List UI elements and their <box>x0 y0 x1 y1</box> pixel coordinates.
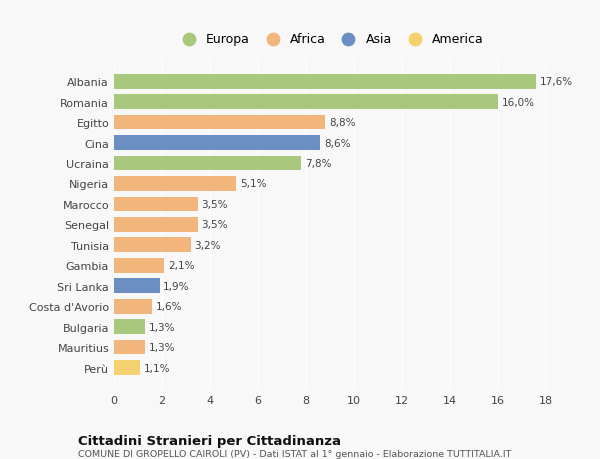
Text: 3,5%: 3,5% <box>202 220 228 230</box>
Bar <box>114 218 198 232</box>
Text: 1,3%: 1,3% <box>149 322 175 332</box>
Bar <box>114 116 325 130</box>
Bar <box>114 258 164 273</box>
Bar <box>114 75 536 90</box>
Bar <box>114 157 301 171</box>
Bar <box>114 238 191 252</box>
Text: 1,3%: 1,3% <box>149 342 175 353</box>
Bar <box>114 340 145 355</box>
Text: 2,1%: 2,1% <box>168 261 194 271</box>
Text: 1,6%: 1,6% <box>156 302 182 312</box>
Text: 8,8%: 8,8% <box>329 118 355 128</box>
Bar <box>114 299 152 314</box>
Text: 3,5%: 3,5% <box>202 200 228 209</box>
Bar <box>114 360 140 375</box>
Text: 17,6%: 17,6% <box>540 77 573 87</box>
Text: COMUNE DI GROPELLO CAIROLI (PV) - Dati ISTAT al 1° gennaio - Elaborazione TUTTIT: COMUNE DI GROPELLO CAIROLI (PV) - Dati I… <box>78 449 511 458</box>
Legend: Europa, Africa, Asia, America: Europa, Africa, Asia, America <box>176 33 484 46</box>
Bar <box>114 177 236 191</box>
Text: 3,2%: 3,2% <box>194 241 221 250</box>
Text: 8,6%: 8,6% <box>324 138 350 148</box>
Bar <box>114 319 145 334</box>
Text: 16,0%: 16,0% <box>502 97 535 107</box>
Bar <box>114 197 198 212</box>
Text: 7,8%: 7,8% <box>305 159 331 168</box>
Text: 5,1%: 5,1% <box>240 179 266 189</box>
Bar <box>114 279 160 293</box>
Bar <box>114 95 498 110</box>
Text: 1,9%: 1,9% <box>163 281 190 291</box>
Bar <box>114 136 320 151</box>
Text: 1,1%: 1,1% <box>144 363 170 373</box>
Text: Cittadini Stranieri per Cittadinanza: Cittadini Stranieri per Cittadinanza <box>78 434 341 447</box>
